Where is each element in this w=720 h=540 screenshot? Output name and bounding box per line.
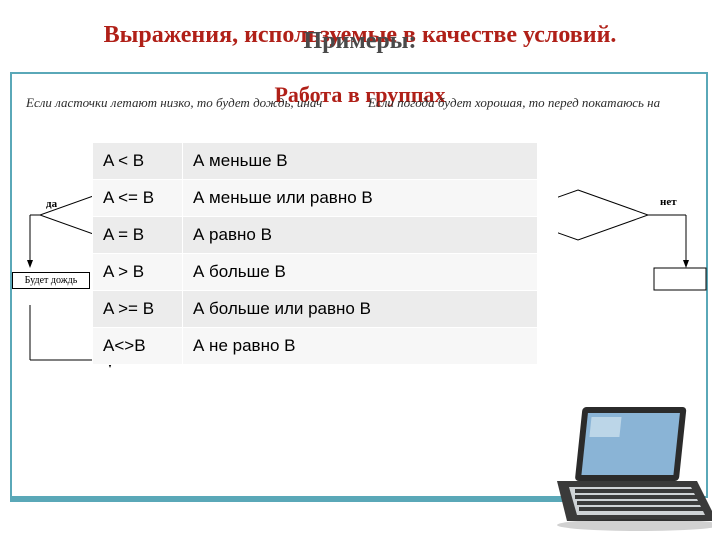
table-row: A = B А равно В (93, 217, 538, 254)
table-row: A >= B А больше или равно В (93, 291, 538, 328)
flowchart-right: нет (558, 160, 708, 340)
desc-cell: А больше В (183, 254, 538, 291)
flow-label-yes: да (46, 198, 57, 210)
operators-table: A < B А меньше В A <= B А меньше или рав… (92, 142, 538, 365)
footer-accent-bar (10, 498, 570, 502)
op-cell: A > B (93, 254, 183, 291)
flow-box-rain: Будет дождь (12, 272, 90, 289)
example-text-left: Если ласточки летают низко, то будет дож… (26, 96, 346, 111)
flow-label-no: нет (660, 196, 677, 208)
table-row: A > B А больше В (93, 254, 538, 291)
example-text-right: Если погода будет хорошая, то перед пока… (368, 96, 678, 111)
desc-cell: А равно В (183, 217, 538, 254)
flowchart-right-svg (558, 160, 708, 340)
desc-cell: А меньше В (183, 143, 538, 180)
op-cell: A < B (93, 143, 183, 180)
laptop-icon (542, 399, 712, 534)
op-cell: A = B (93, 217, 183, 254)
op-cell: A<>B (93, 328, 183, 365)
op-cell: A <= B (93, 180, 183, 217)
table-row: A < B А меньше В (93, 143, 538, 180)
table-row: A <= B А меньше или равно В (93, 180, 538, 217)
desc-cell: А больше или равно В (183, 291, 538, 328)
desc-cell: А не равно В (183, 328, 538, 365)
desc-cell: А меньше или равно В (183, 180, 538, 217)
op-cell: A >= B (93, 291, 183, 328)
table-row: A<>B А не равно В (93, 328, 538, 365)
page-title-overlay-examples: Примеры: (0, 28, 720, 55)
